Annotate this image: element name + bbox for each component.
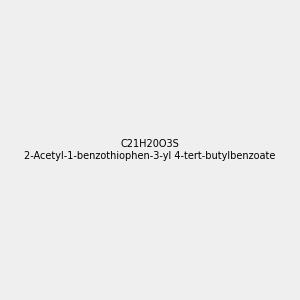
Text: C21H20O3S
2-Acetyl-1-benzothiophen-3-yl 4-tert-butylbenzoate: C21H20O3S 2-Acetyl-1-benzothiophen-3-yl …: [24, 139, 276, 161]
